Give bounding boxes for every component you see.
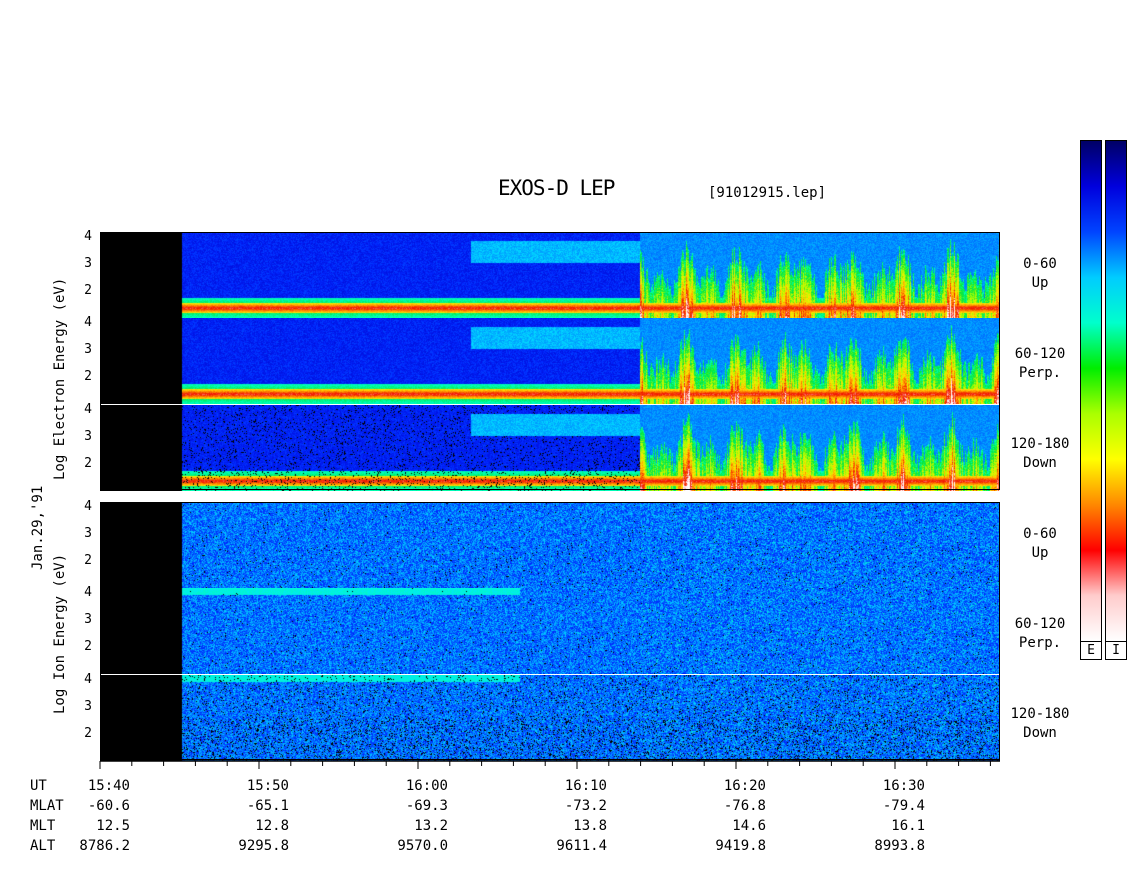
y-tick-label: 4 [84, 585, 92, 601]
ephemeris-alt-value: 8786.2 [79, 838, 130, 854]
spectrogram-ion-perp [100, 588, 1000, 674]
ephemeris-mlt-value: 12.5 [96, 818, 130, 834]
ion-perp-label: 60-120 Perp. [1014, 616, 1066, 651]
electron-down-label: 120-180 Down [1010, 436, 1070, 471]
ephemeris-ut-value: 15:50 [246, 778, 289, 794]
ephemeris-mlt-value: 16.1 [891, 818, 925, 834]
y-tick-label: 2 [84, 726, 92, 742]
y-tick-label: 3 [84, 526, 92, 542]
y-tick-label: 2 [84, 283, 92, 299]
ephemeris-mlt-value: 12.8 [255, 818, 289, 834]
ion-panel-frame [100, 502, 1000, 760]
spectrogram-ion-down [100, 675, 1000, 761]
y-tick-label: 3 [84, 429, 92, 445]
electron-colorbar-label: E [1080, 641, 1102, 660]
y-tick-label: 3 [84, 612, 92, 628]
ion-colorbar [1105, 140, 1127, 642]
spectrogram-ion-up [100, 502, 1000, 588]
y-tick-label: 2 [84, 456, 92, 472]
ion-up-label: 0-60 Up [1023, 526, 1057, 561]
electron-energy-ylabel: Log Electron Energy (eV) [52, 277, 68, 480]
y-tick-label: 2 [84, 369, 92, 385]
ephemeris-ut-value: 16:00 [405, 778, 448, 794]
y-tick-label: 3 [84, 256, 92, 272]
ion-down-label: 120-180 Down [1010, 706, 1070, 741]
y-tick-label: 4 [84, 229, 92, 245]
ephemeris-mlat-value: -79.4 [882, 798, 925, 814]
ephemeris-mlat-value: -65.1 [246, 798, 289, 814]
ephemeris-mlat-value: -69.3 [405, 798, 448, 814]
y-tick-label: 4 [84, 402, 92, 418]
row-label-mlat: MLAT [30, 798, 64, 814]
y-tick-label: 3 [84, 699, 92, 715]
electron-up-label: 0-60 Up [1023, 256, 1057, 291]
y-tick-label: 2 [84, 639, 92, 655]
row-label-alt: ALT [30, 838, 56, 854]
electron-panel-frame [100, 232, 1000, 490]
ephemeris-alt-value: 8993.8 [874, 838, 925, 854]
ephemeris-mlt-value: 13.8 [573, 818, 607, 834]
ephemeris-alt-value: 9570.0 [397, 838, 448, 854]
date-label: Jan.29,'91 [30, 485, 46, 570]
row-label-mlt: MLT [30, 818, 56, 834]
time-axis [99, 760, 1000, 769]
ephemeris-alt-value: 9419.8 [715, 838, 766, 854]
spectrogram-electron-perp [100, 318, 1000, 404]
ephemeris-mlat-value: -73.2 [564, 798, 607, 814]
y-tick-label: 3 [84, 342, 92, 358]
ion-colorbar-label: I [1105, 641, 1127, 660]
ion-energy-ylabel: Log Ion Energy (eV) [52, 553, 68, 714]
ephemeris-alt-value: 9295.8 [238, 838, 289, 854]
ephemeris-alt-value: 9611.4 [556, 838, 607, 854]
ephemeris-mlt-value: 14.6 [732, 818, 766, 834]
ephemeris-mlt-value: 13.2 [414, 818, 448, 834]
electron-colorbar [1080, 140, 1102, 642]
ephemeris-mlat-value: -60.6 [87, 798, 130, 814]
ephemeris-ut-value: 15:40 [87, 778, 130, 794]
ephemeris-ut-value: 16:10 [564, 778, 607, 794]
y-tick-label: 2 [84, 553, 92, 569]
spectrogram-electron-up [100, 232, 1000, 318]
electron-perp-label: 60-120 Perp. [1014, 346, 1066, 381]
y-tick-label: 4 [84, 315, 92, 331]
file-name: [91012915.lep] [708, 185, 827, 201]
row-label-ut: UT [30, 778, 47, 794]
chart-title: EXOS-D LEP [498, 176, 615, 200]
ephemeris-ut-value: 16:30 [882, 778, 925, 794]
ephemeris-ut-value: 16:20 [723, 778, 766, 794]
spectrogram-electron-down [100, 405, 1000, 491]
y-tick-label: 4 [84, 499, 92, 515]
ephemeris-mlat-value: -76.8 [723, 798, 766, 814]
y-tick-label: 4 [84, 672, 92, 688]
